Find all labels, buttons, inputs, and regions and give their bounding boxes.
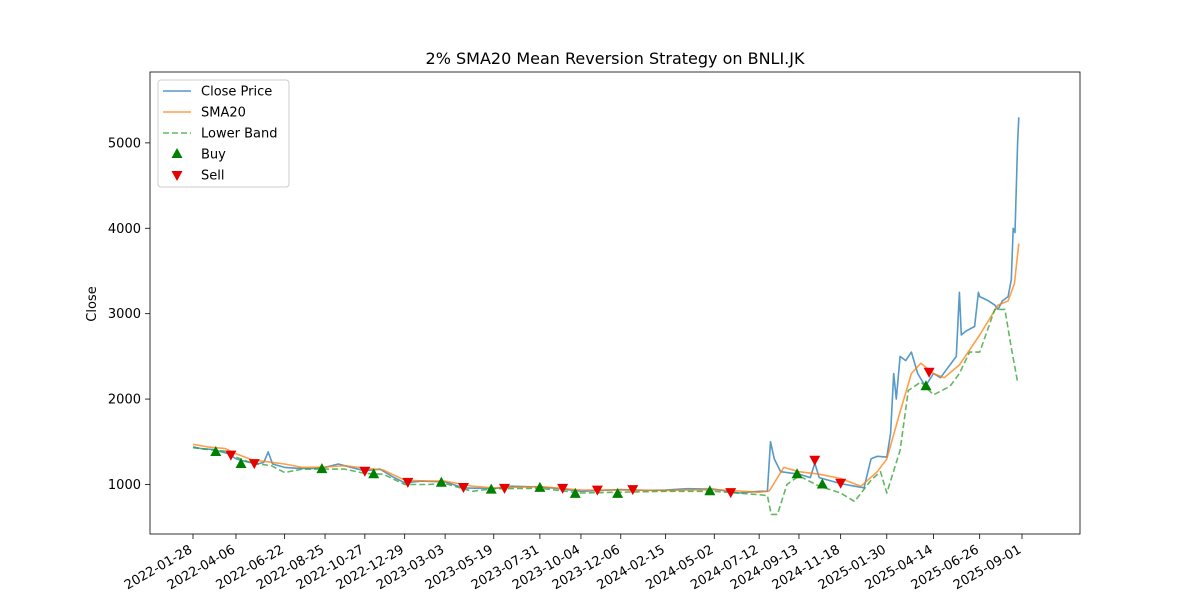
sell-marker	[557, 483, 569, 494]
y-tick-label: 4000	[108, 222, 141, 237]
sell-marker	[402, 477, 414, 488]
legend-label-sma20: SMA20	[201, 106, 246, 121]
legend-label-lower-band: Lower Band	[201, 127, 277, 142]
buy-marker	[920, 380, 932, 391]
buy-marker	[316, 463, 328, 474]
buy-marker	[210, 446, 222, 457]
buy-marker	[435, 476, 447, 487]
sell-marker	[627, 485, 639, 496]
buy-marker	[704, 485, 716, 496]
sma20-line	[192, 243, 1020, 493]
legend-label-close-price: Close Price	[201, 85, 272, 100]
sell-marker	[457, 483, 469, 494]
buy-marker	[816, 478, 828, 489]
buy-marker	[612, 487, 624, 498]
legend-swatch-sell	[171, 171, 183, 181]
plot-series	[192, 117, 1020, 516]
legend-swatch-buy	[171, 148, 183, 158]
legend-label-sell: Sell	[201, 169, 224, 184]
sell-marker	[923, 367, 935, 378]
sell-marker	[591, 485, 603, 496]
buy-marker	[791, 468, 803, 479]
sell-marker	[225, 450, 237, 461]
y-tick-label: 1000	[108, 478, 141, 493]
plot-frame	[149, 71, 1081, 535]
sell-marker	[499, 483, 511, 494]
sell-marker	[248, 459, 260, 470]
close-price-line	[192, 117, 1020, 494]
lower-band-line	[192, 308, 1019, 516]
y-tick-label: 2000	[108, 393, 141, 408]
y-tick-label: 5000	[108, 136, 141, 151]
sell-marker	[835, 478, 847, 489]
y-axis-label: Close	[85, 286, 100, 321]
chart-title: 2% SMA20 Mean Reversion Strategy on BNLI…	[426, 49, 805, 68]
legend-box	[157, 79, 290, 188]
buy-marker	[534, 481, 546, 492]
buy-marker	[485, 483, 497, 494]
legend: Close Price SMA20 Lower Band Buy Sell	[157, 79, 290, 188]
sell-marker	[359, 466, 371, 477]
legend-label-buy: Buy	[201, 148, 226, 163]
y-axis: 1000 2000 3000 4000 5000	[108, 136, 150, 493]
buy-marker	[235, 457, 247, 468]
buy-marker	[569, 487, 581, 498]
buy-marker	[368, 468, 380, 479]
x-axis: 2022-01-282022-04-062022-06-222022-08-25…	[122, 534, 1024, 593]
sell-marker	[809, 455, 821, 466]
y-tick-label: 3000	[108, 307, 141, 322]
sell-marker	[725, 488, 737, 499]
